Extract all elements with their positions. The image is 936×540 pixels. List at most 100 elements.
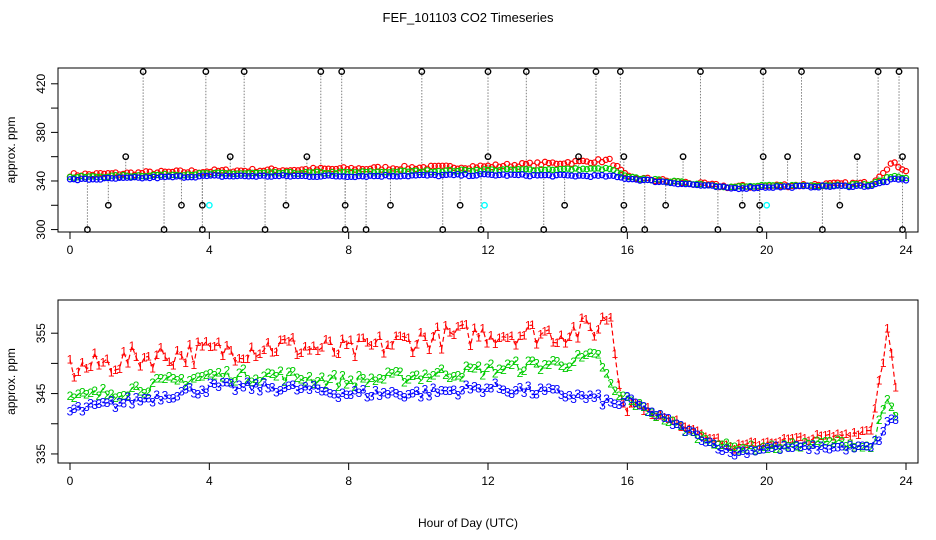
series-3-marker: 3 <box>112 401 119 415</box>
series-1-marker: 1 <box>521 328 528 342</box>
outlier-point <box>160 226 168 233</box>
series-3-marker: 3 <box>380 386 387 400</box>
series-3-marker: 3 <box>810 438 817 452</box>
series-3-point <box>709 182 716 189</box>
series-3-marker: 3 <box>521 386 528 400</box>
series-1-point <box>97 169 104 177</box>
series-3-marker: 3 <box>335 391 342 405</box>
series-1-marker: 1 <box>508 329 515 343</box>
series-3-marker: 3 <box>343 388 350 402</box>
series-3-point <box>85 176 93 183</box>
series-2-marker: 2 <box>669 414 676 428</box>
series-3-point <box>652 178 659 186</box>
series-3-point <box>769 184 777 191</box>
series-2-marker: 2 <box>434 365 441 379</box>
outlier-point <box>561 201 569 209</box>
series-2-point <box>268 169 275 176</box>
series-2-marker: 2 <box>570 355 577 369</box>
series-2-marker: 2 <box>356 368 363 382</box>
outlier-point <box>756 226 764 233</box>
series-1-marker: 1 <box>339 332 346 346</box>
series-3-marker: 3 <box>145 392 152 406</box>
series-2-marker: 2 <box>665 415 672 429</box>
series-3-marker: 3 <box>83 400 90 414</box>
series-1-marker: 1 <box>744 437 751 451</box>
series-2-point <box>249 169 256 177</box>
series-2-marker: 2 <box>389 366 396 380</box>
outlier-point <box>620 153 628 161</box>
series-1-marker: 1 <box>488 328 495 342</box>
series-3-marker: 3 <box>273 386 280 400</box>
series-3-point <box>332 173 340 180</box>
chart-title: FEF_101103 CO2 Timeseries <box>383 10 554 25</box>
series-3-marker: 3 <box>591 391 598 405</box>
series-3-marker: 3 <box>793 438 800 452</box>
series-3-marker: 3 <box>488 381 495 395</box>
series-3-point <box>861 183 868 190</box>
y-axis-label: approx. ppm <box>4 117 18 184</box>
series-3-point <box>294 172 302 180</box>
series-2-marker: 2 <box>174 373 181 387</box>
series-1-marker: 1 <box>756 438 763 452</box>
series-2-marker: 2 <box>240 362 247 376</box>
series-3-point <box>872 180 879 188</box>
series-3-marker: 3 <box>855 439 862 453</box>
series-2-point <box>454 167 461 175</box>
series-3-marker: 3 <box>578 389 585 403</box>
series-3-point <box>693 181 701 189</box>
series-1-marker: 1 <box>558 328 565 342</box>
series-2-marker: 2 <box>884 393 891 407</box>
series-3-point <box>218 173 226 180</box>
series-1-marker: 1 <box>818 429 825 443</box>
series-3-marker: 3 <box>257 384 264 398</box>
series-3-marker: 3 <box>170 392 177 406</box>
series-2-marker: 2 <box>83 388 90 402</box>
series-3-point <box>458 172 465 179</box>
series-2-marker: 2 <box>517 366 524 380</box>
series-1-marker: 1 <box>207 340 214 354</box>
series-1-marker: 1 <box>826 427 833 441</box>
series-2-marker: 2 <box>149 376 156 390</box>
series-1-marker: 1 <box>232 355 239 369</box>
series-3-marker: 3 <box>727 446 734 460</box>
series-3-point <box>511 171 518 179</box>
series-3-marker: 3 <box>723 442 730 456</box>
outlier-point <box>540 226 548 233</box>
series-2-marker: 2 <box>446 371 453 385</box>
series-2-marker: 2 <box>719 438 726 452</box>
series-3-marker: 3 <box>207 376 214 390</box>
series-2-marker: 2 <box>731 440 738 454</box>
series-3-marker: 3 <box>876 434 883 448</box>
series-1-marker: 1 <box>442 318 449 332</box>
series-1-marker: 1 <box>566 330 573 344</box>
series-1-marker: 1 <box>422 330 429 344</box>
series-1-marker: 1 <box>649 408 656 422</box>
series-3-marker: 3 <box>892 413 899 427</box>
series-3-marker: 3 <box>463 378 470 392</box>
x-tick-label: 20 <box>760 243 774 257</box>
series-2-marker: 2 <box>504 357 511 371</box>
series-3-point <box>678 180 686 188</box>
series-2-marker: 2 <box>541 357 548 371</box>
series-3-marker: 3 <box>529 388 536 402</box>
series-2-point <box>405 168 412 175</box>
series-1-marker: 1 <box>583 312 590 326</box>
series-1-marker: 1 <box>888 346 895 360</box>
series-1-marker: 1 <box>768 436 775 450</box>
series-2-marker: 2 <box>603 366 610 380</box>
series-3-point <box>731 184 739 192</box>
series-1-marker: 1 <box>236 351 243 365</box>
series-1-point <box>321 165 328 172</box>
series-2-marker: 2 <box>116 390 123 404</box>
series-3-marker: 3 <box>318 385 325 399</box>
series-2-marker: 2 <box>702 432 709 446</box>
series-3-point <box>595 172 602 179</box>
series-2-marker: 2 <box>199 370 206 384</box>
series-1-marker: 1 <box>302 339 309 353</box>
series-3-point <box>454 171 461 178</box>
series-2-marker: 2 <box>438 362 445 376</box>
series-1-marker: 1 <box>290 330 297 344</box>
outlier-point <box>738 201 746 209</box>
series-3-marker: 3 <box>265 381 272 395</box>
series-3-point <box>811 183 819 191</box>
